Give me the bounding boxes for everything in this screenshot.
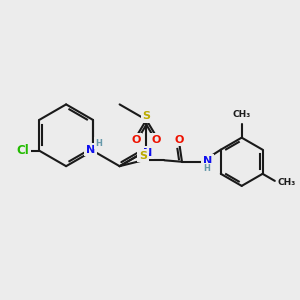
Text: CH₃: CH₃: [232, 110, 251, 119]
Text: O: O: [174, 135, 184, 145]
Text: H: H: [95, 139, 102, 148]
Text: S: S: [142, 111, 150, 121]
Text: Cl: Cl: [16, 144, 29, 157]
Text: S: S: [139, 151, 147, 160]
Text: CH₃: CH₃: [277, 178, 296, 187]
Text: H: H: [203, 164, 210, 173]
Text: N: N: [203, 156, 212, 166]
Text: O: O: [152, 135, 161, 145]
Text: N: N: [143, 148, 152, 158]
Text: O: O: [131, 135, 141, 145]
Text: N: N: [86, 145, 95, 154]
